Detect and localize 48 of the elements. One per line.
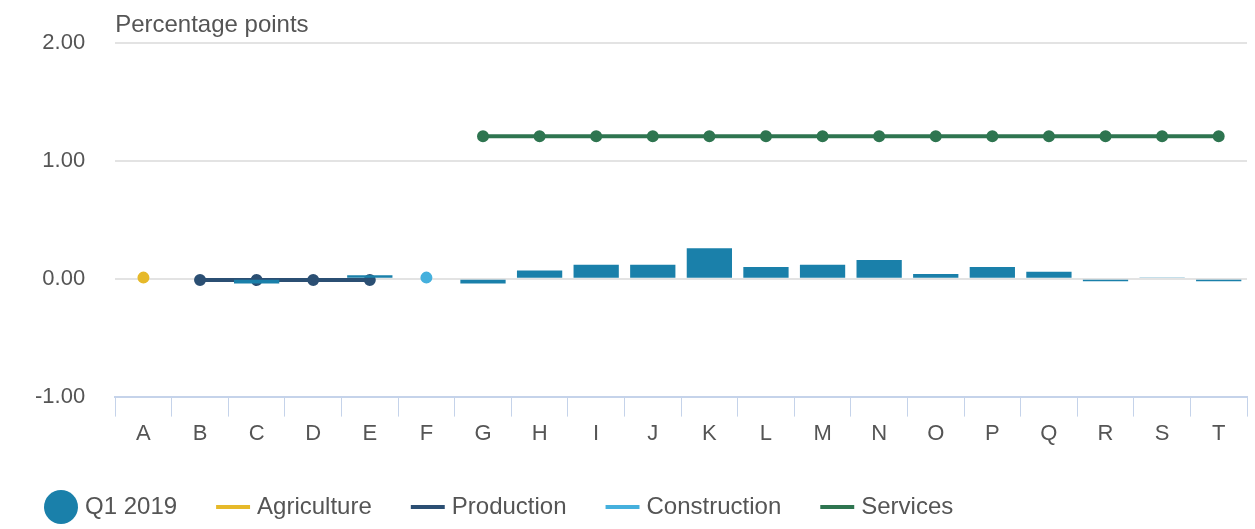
x-tick-label: H xyxy=(531,419,548,445)
x-tick-label: K xyxy=(702,419,718,445)
x-tick-label: J xyxy=(647,419,659,445)
point xyxy=(873,130,886,143)
point xyxy=(533,130,546,143)
point xyxy=(307,273,320,286)
x-tick-label: P xyxy=(984,419,1000,445)
point xyxy=(137,271,150,284)
point xyxy=(816,130,829,143)
legend-label: Agriculture xyxy=(257,491,372,519)
point xyxy=(1212,130,1225,143)
x-tick-label: S xyxy=(1154,419,1170,445)
y-tick-label: -1.00 xyxy=(34,382,86,408)
legend-label: Production xyxy=(451,491,567,519)
x-tick-label: I xyxy=(593,419,600,445)
point xyxy=(420,271,433,284)
legend-label: Services xyxy=(861,491,954,519)
x-tick-label: R xyxy=(1097,419,1114,445)
x-tick-label: B xyxy=(192,419,208,445)
x-tick-label: N xyxy=(871,419,888,445)
point xyxy=(194,273,207,286)
x-tick-label: A xyxy=(136,419,152,445)
point xyxy=(986,130,999,143)
y-tick-label: 0.00 xyxy=(42,264,86,290)
x-tick-label: O xyxy=(927,419,945,445)
y-tick-label: 2.00 xyxy=(42,29,86,55)
legend-label: Q1 2019 xyxy=(85,491,178,519)
point xyxy=(1042,130,1055,143)
x-tick-label: C xyxy=(248,419,265,445)
x-tick-label: Q xyxy=(1040,419,1058,445)
point xyxy=(759,130,772,143)
y-tick-label: 1.00 xyxy=(42,147,86,173)
point xyxy=(703,130,716,143)
x-tick-label: G xyxy=(474,419,492,445)
y-axis-title: Percentage points xyxy=(115,9,309,37)
x-tick-label: D xyxy=(305,419,322,445)
x-tick-label: T xyxy=(1211,419,1226,445)
x-tick-label: E xyxy=(362,419,378,445)
point xyxy=(590,130,603,143)
point xyxy=(646,130,659,143)
x-tick-label: F xyxy=(419,419,434,445)
x-tick-label: M xyxy=(813,419,832,445)
point xyxy=(477,130,489,143)
point xyxy=(929,130,942,143)
legend-label: Construction xyxy=(646,491,782,519)
point xyxy=(1099,130,1112,143)
point xyxy=(1156,130,1169,143)
x-tick-label: L xyxy=(759,419,773,445)
